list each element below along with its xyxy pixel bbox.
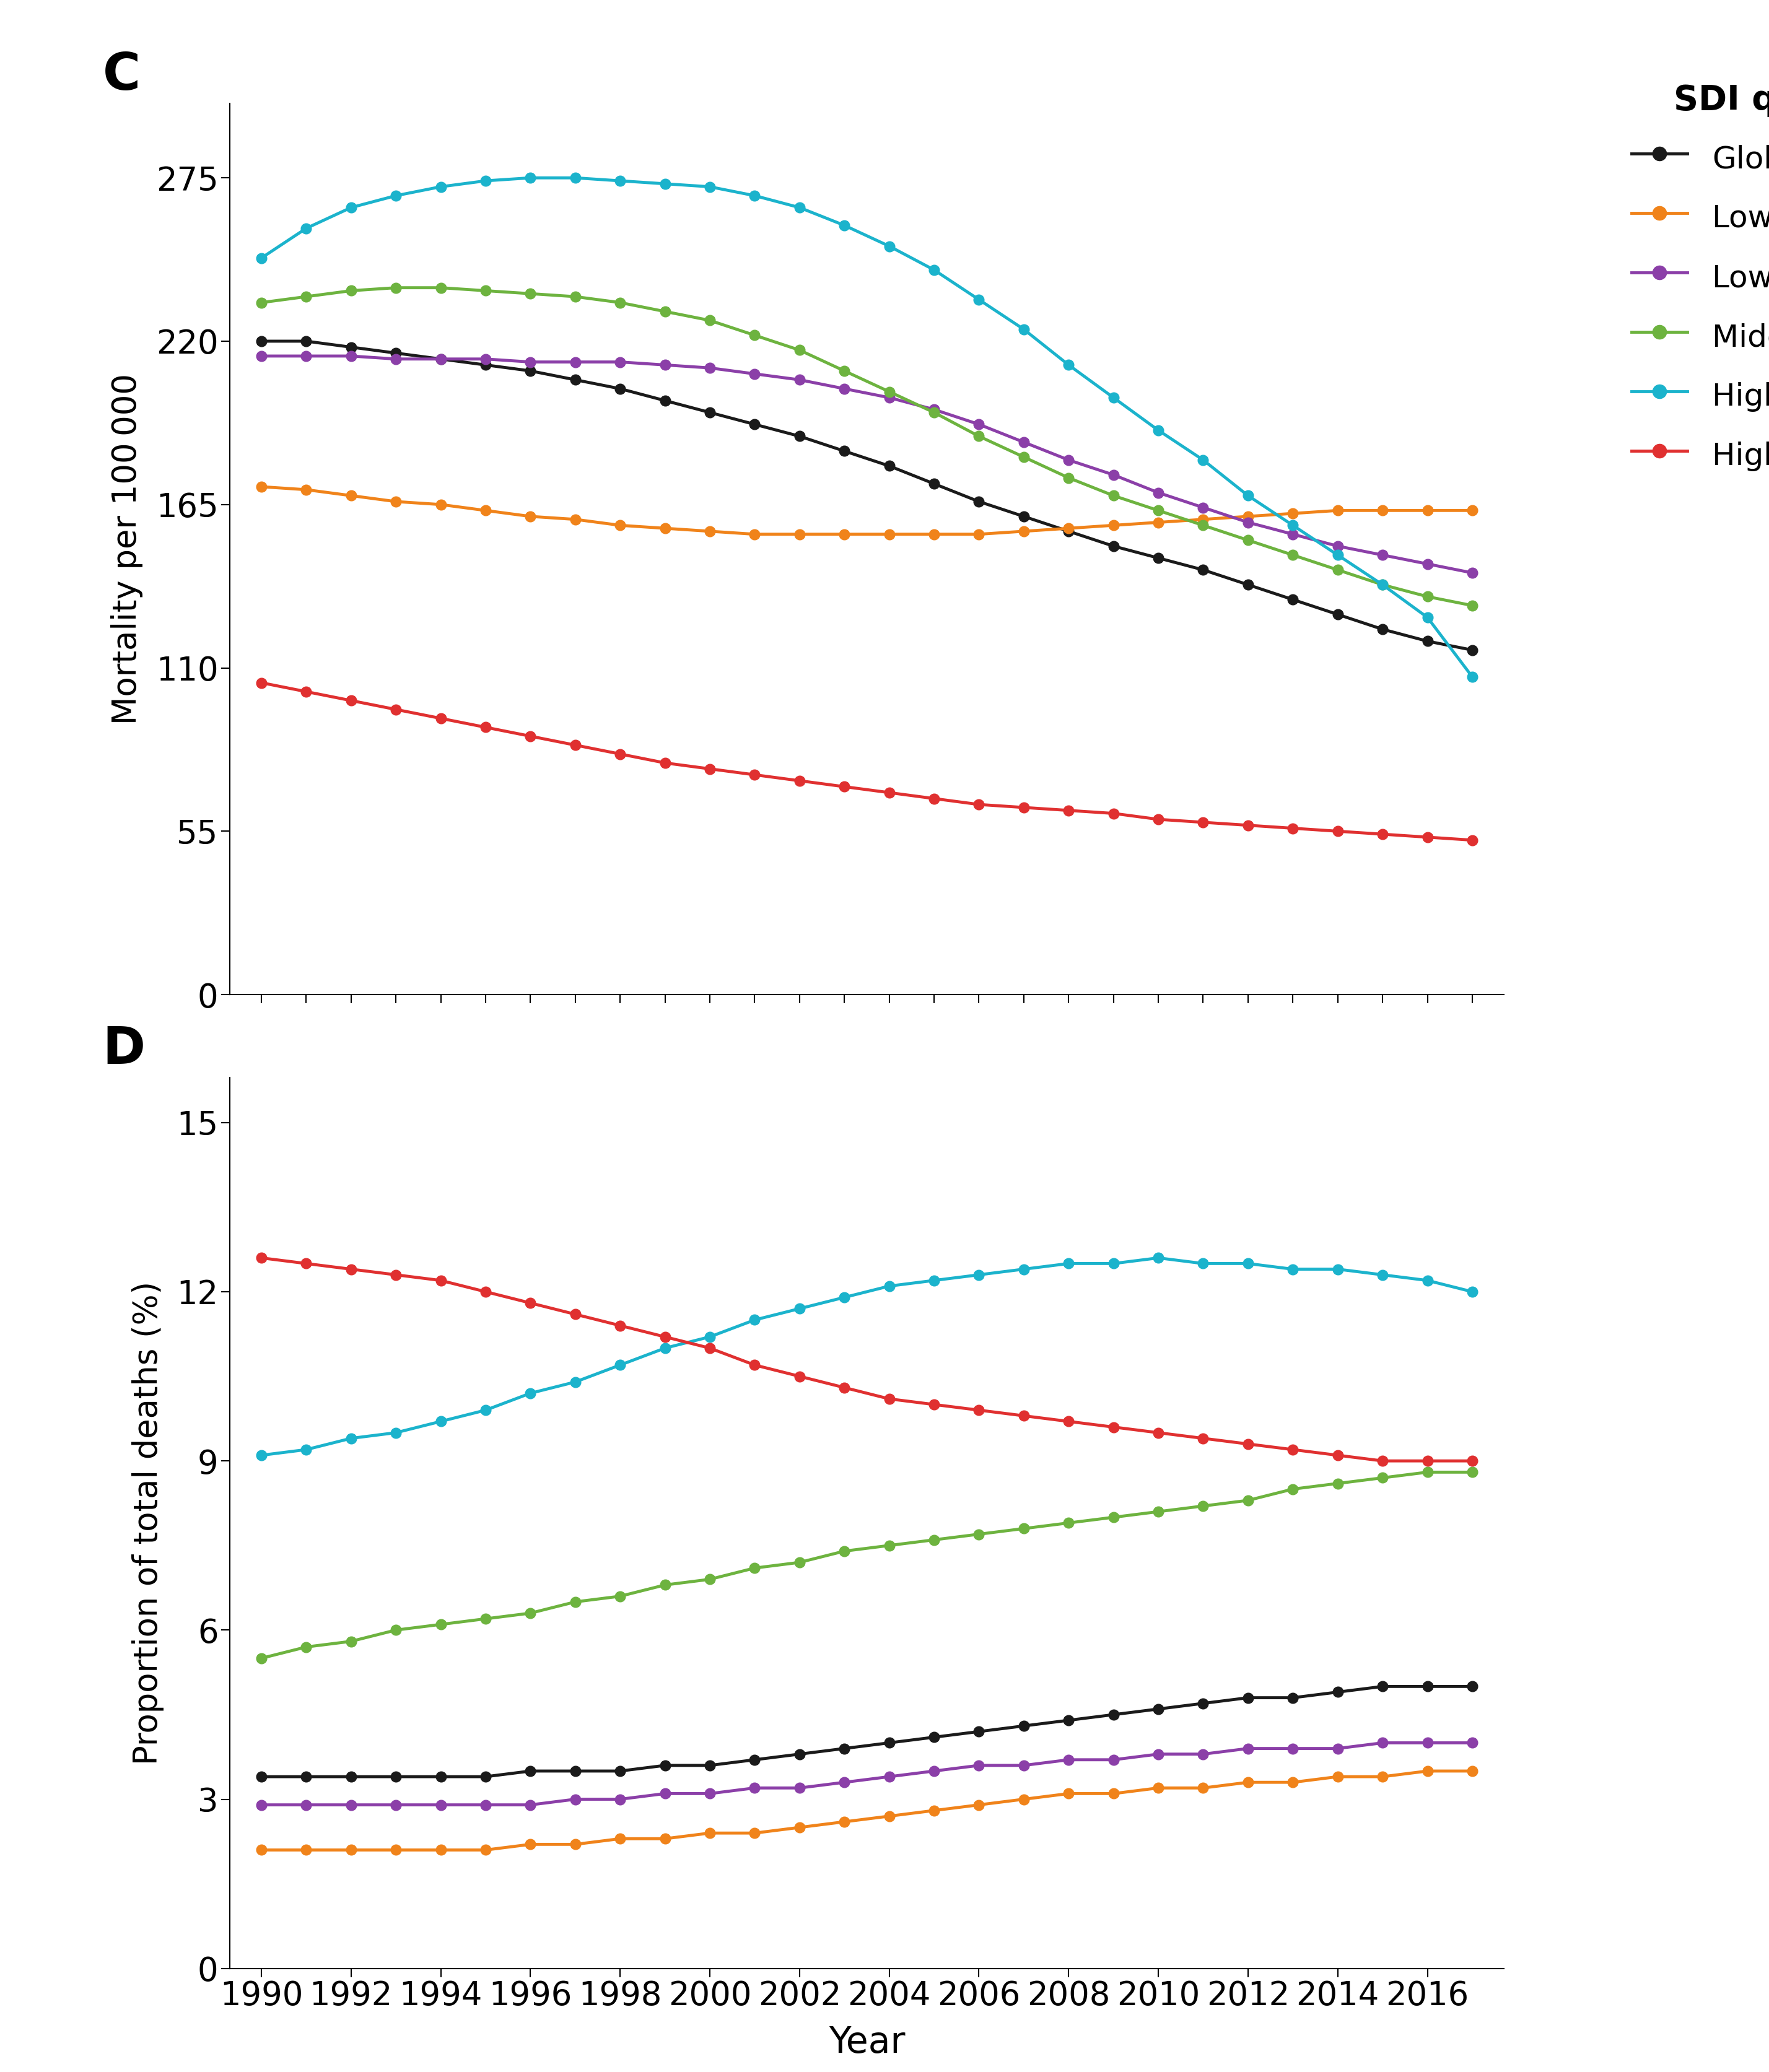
Y-axis label: Proportion of total deaths (%): Proportion of total deaths (%)	[131, 1280, 165, 1765]
Text: C: C	[103, 50, 140, 99]
Text: D: D	[103, 1024, 145, 1073]
Legend: Global, Low SDI, Low-middle SDI, Middle SDI, High-middle SDI, High SDI: Global, Low SDI, Low-middle SDI, Middle …	[1622, 75, 1769, 483]
Y-axis label: Mortality per 100 000: Mortality per 100 000	[111, 373, 143, 725]
X-axis label: Year: Year	[828, 2024, 906, 2060]
